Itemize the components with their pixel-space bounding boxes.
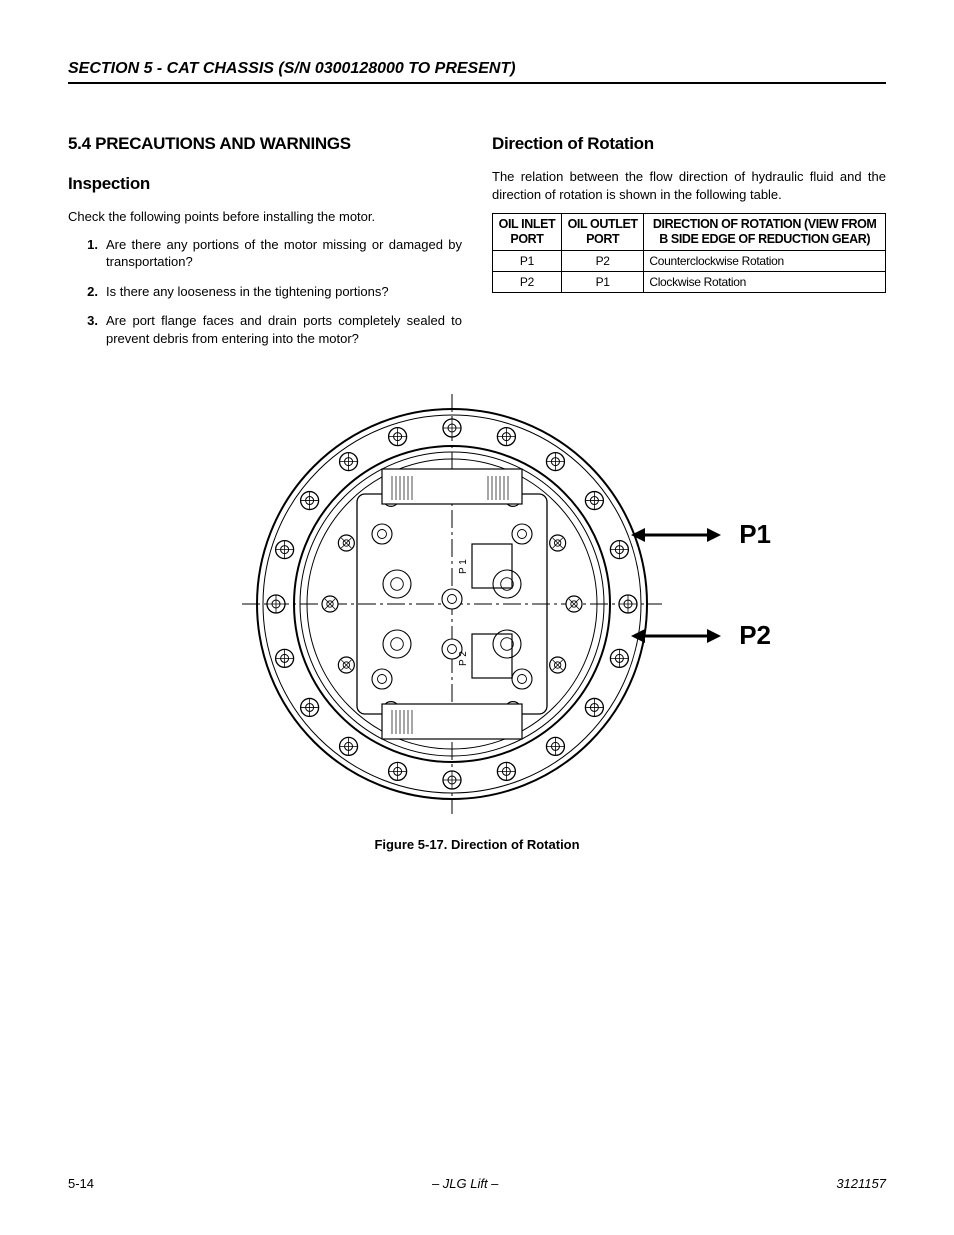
page-footer: 5-14 – JLG Lift – 3121157 [68,1176,886,1191]
p1-label: P1 [739,519,771,550]
header-title: SECTION 5 - CAT CHASSIS (S/N 0300128000 … [68,60,516,77]
list-item: 3.Are port flange faces and drain ports … [86,312,462,347]
port-labels: P1 P2 [631,519,771,721]
figure-caption: Figure 5-17. Direction of Rotation [68,837,886,852]
table-row: P1 P2 Counterclockwise Rotation [493,251,886,272]
th-outlet: OIL OUTLET PORT [561,214,643,251]
list-item: 2.Is there any looseness in the tighteni… [86,283,462,301]
table-header-row: OIL INLET PORT OIL OUTLET PORT DIRECTION… [493,214,886,251]
double-arrow-icon [631,524,721,546]
rotation-intro: The relation between the flow direction … [492,168,886,203]
inspection-list: 1.Are there any portions of the motor mi… [86,236,462,348]
footer-center: – JLG Lift – [432,1176,498,1191]
svg-text:P 1: P 1 [458,559,469,574]
list-item: 1.Are there any portions of the motor mi… [86,236,462,271]
rotation-table: OIL INLET PORT OIL OUTLET PORT DIRECTION… [492,213,886,293]
svg-text:P 2: P 2 [458,651,469,666]
p1-row: P1 [631,519,771,550]
inspection-intro: Check the following points before instal… [68,208,462,226]
page-header: SECTION 5 - CAT CHASSIS (S/N 0300128000 … [68,60,886,84]
double-arrow-icon [631,625,721,647]
figure-area: P 1 P 2 P1 P2 Figure 5-17. Direction of R… [68,389,886,852]
section-title: 5.4 PRECAUTIONS AND WARNINGS [68,134,462,154]
left-column: 5.4 PRECAUTIONS AND WARNINGS Inspection … [68,134,462,359]
right-column: Direction of Rotation The relation betwe… [492,134,886,359]
table-row: P2 P1 Clockwise Rotation [493,272,886,293]
footer-page-num: 5-14 [68,1176,94,1191]
two-column-layout: 5.4 PRECAUTIONS AND WARNINGS Inspection … [68,134,886,359]
th-inlet: OIL INLET PORT [493,214,562,251]
rotation-subhead: Direction of Rotation [492,134,886,154]
p2-label: P2 [739,620,771,651]
th-direction: DIRECTION OF ROTATION (VIEW FROM B SIDE … [644,214,886,251]
inspection-subhead: Inspection [68,174,462,194]
p2-row: P2 [631,620,771,651]
footer-doc-num: 3121157 [836,1176,886,1191]
